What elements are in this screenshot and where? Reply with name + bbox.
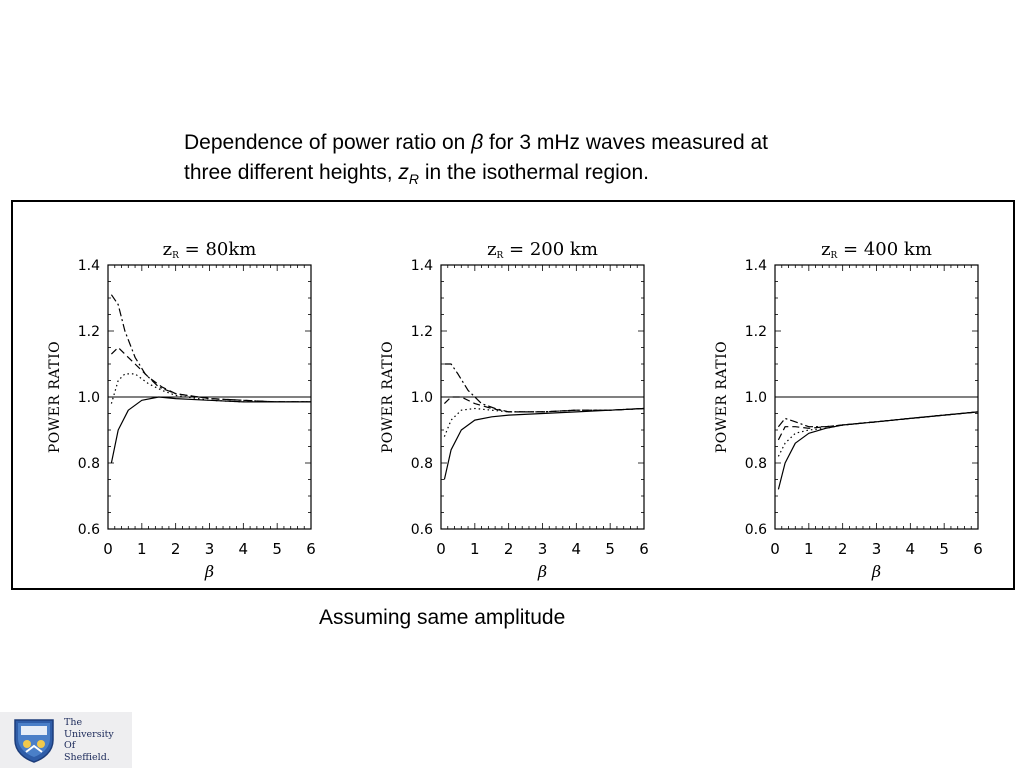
chart-1-y-tick-label: 1.0 [78,390,100,406]
caption-text: three different heights, [184,161,399,184]
caption-z-subscript: R [408,171,420,188]
chart-3-y-tick-label: 1.4 [745,258,767,274]
caption-text: for 3 mHz waves measured at [483,131,768,154]
chart-2-y-tick-label: 0.8 [411,456,433,472]
chart-1-x-tick-label: 5 [272,540,282,558]
chart-1-series-dotted [110,373,311,404]
wordmark-line: The [64,717,83,728]
chart-1-title-value: = 80km [179,239,256,260]
chart-1-x-tick-label: 4 [239,540,249,558]
chart-2-title: zR = 200 km [487,239,598,261]
chart-2-y-tick-label: 0.6 [411,522,433,538]
chart-2-x-tick-label: 3 [538,540,548,558]
caption-text: Dependence of power ratio on [184,131,472,154]
university-crest-icon [14,719,54,763]
chart-3-title-subscript: R [831,251,838,261]
chart-2-y-tick-label: 1.4 [411,258,433,274]
chart-2-x-axis-label: β [537,562,547,581]
chart-3-y-axis-label: POWER RATIO [714,341,730,453]
chart-2-series-dashdot [444,363,645,413]
chart-2-x-tick-label: 5 [605,540,615,558]
wordmark-line: University [64,728,114,740]
chart-1-x-axis-label: β [204,562,214,581]
chart-1-title: zR = 80km [163,239,257,261]
chart-2-x-tick-label: 2 [504,540,514,558]
chart-3-series-dashdot [777,411,979,428]
chart-3-series-dashed [777,411,979,441]
chart-3-x-tick-label: 1 [804,540,814,558]
chart-3-x-axis-label: β [871,562,881,581]
chart-3-x-tick-label: 6 [973,540,983,558]
chart-1-x-tick-label: 3 [205,540,215,558]
caption-line-2: three different heights, zR in the isoth… [184,158,944,194]
chart-2-title-z: z [487,239,496,260]
chart-2-x-tick-label: 6 [639,540,649,558]
amplitude-note: Assuming same amplitude [319,606,566,629]
chart-2-series-dotted [443,407,645,437]
chart-1-x-tick-label: 6 [306,540,316,558]
chart-2-title-subscript: R [497,251,504,261]
caption-line-1: Dependence of power ratio on β for 3 mHz… [184,128,944,158]
chart-3-y-tick-label: 0.8 [745,456,767,472]
caption-z-symbol: z [398,161,409,184]
chart-1-x-tick-label: 2 [171,540,181,558]
chart-2-y-tick-label: 1.0 [411,390,433,406]
chart-1-x-tick-label: 0 [103,540,113,558]
chart-2-series-solid [443,407,645,480]
chart-3-series-solid [777,411,979,490]
chart-2-x-tick-label: 4 [572,540,582,558]
chart-1-series-dashdot [110,294,311,403]
figure-frame [11,200,1015,590]
chart-2-title-value: = 200 km [503,239,598,260]
chart-1-y-axis-label: POWER RATIO [47,341,63,453]
chart-3-x-tick-label: 4 [906,540,916,558]
chart-3-x-tick-label: 5 [939,540,949,558]
chart-2-x-tick-label: 0 [436,540,446,558]
chart-2-y-axis-label: POWER RATIO [380,341,396,453]
chart-1-x-tick-label: 1 [137,540,147,558]
chart-1-y-tick-label: 0.8 [78,456,100,472]
chart-3-title-z: z [821,239,830,260]
caption-text: in the isothermal region. [419,161,650,184]
chart-2-x-tick-label: 1 [470,540,480,558]
chart-1-series-dashed [110,346,311,403]
chart-1-title-z: z [163,239,172,260]
caption-beta-symbol: β [471,131,484,154]
chart-1-title-subscript: R [172,251,179,261]
figure-caption: Dependence of power ratio on β for 3 mHz… [184,128,944,194]
chart-3-x-tick-label: 0 [770,540,780,558]
chart-3-title: zR = 400 km [821,239,932,261]
wordmark-line: Sheffield. [64,751,110,763]
chart-3-y-tick-label: 1.0 [745,390,767,406]
chart-3-title-value: = 400 km [837,239,932,260]
chart-3-x-tick-label: 2 [838,540,848,558]
university-wordmark: The University Of Sheffield. [64,717,134,763]
university-logo: The University Of Sheffield. [0,712,132,768]
chart-2-y-tick-label: 1.2 [411,324,433,340]
chart-1-y-tick-label: 1.4 [78,258,100,274]
wordmark-line: Of [64,740,76,751]
chart-1-y-tick-label: 1.2 [78,324,100,340]
chart-1-series-solid [110,396,311,464]
chart-3-y-tick-label: 0.6 [745,522,767,538]
chart-3-x-tick-label: 3 [872,540,882,558]
chart-1-y-tick-label: 0.6 [78,522,100,538]
chart-3-y-tick-label: 1.2 [745,324,767,340]
